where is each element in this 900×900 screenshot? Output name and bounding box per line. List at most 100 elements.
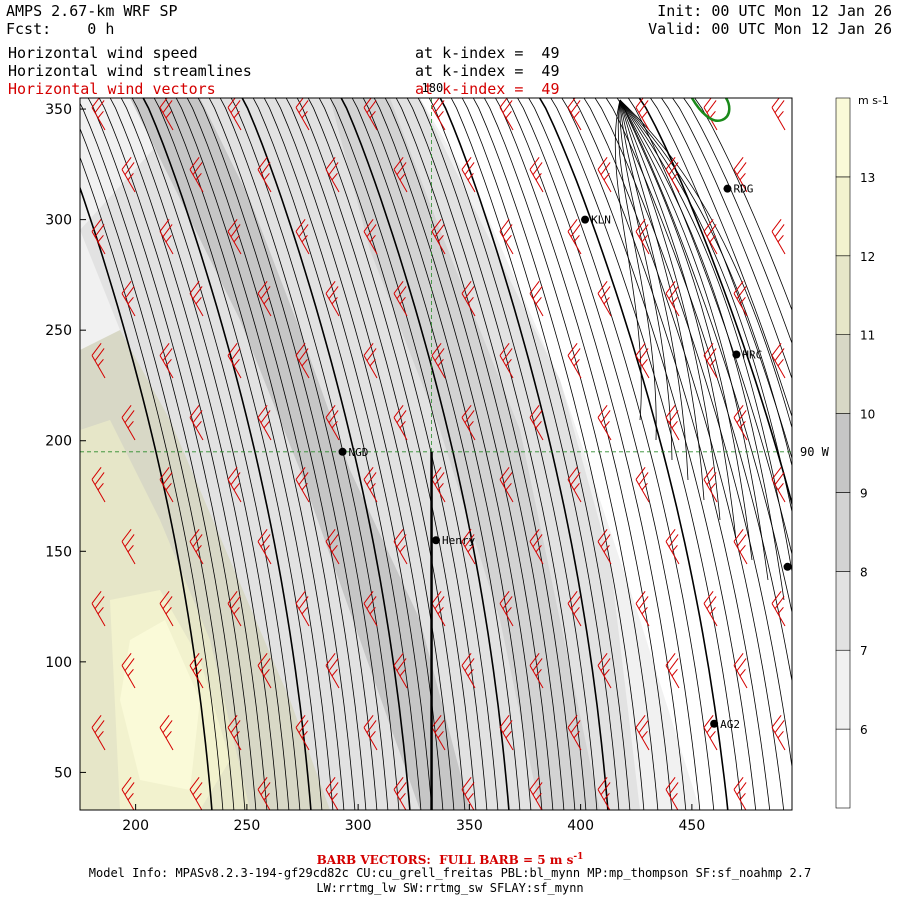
barb-flag (638, 224, 649, 237)
wind-barb (295, 714, 310, 751)
barb-flag (431, 218, 442, 232)
barb-flag (233, 606, 240, 615)
streamline (373, 98, 543, 810)
wind-barb (189, 404, 204, 441)
streamline (208, 98, 378, 810)
wind-barb (567, 98, 582, 131)
barb-flag (295, 98, 306, 108)
barb-flag (668, 162, 679, 175)
colorbar-box (835, 728, 851, 809)
wind-barb (771, 98, 786, 131)
barb-flag (671, 668, 678, 677)
barb-flag (263, 792, 270, 801)
barb-flag (464, 782, 475, 795)
station-label: RDG (733, 183, 753, 196)
barb-flag (393, 528, 404, 542)
barb-flag (532, 658, 543, 671)
wind-barb (393, 156, 408, 193)
streamline (614, 99, 642, 421)
barb-flag (301, 730, 308, 739)
barb-flag (195, 544, 202, 553)
colorbar-box (835, 571, 851, 651)
streamline (362, 98, 532, 810)
barb-staff (567, 355, 582, 379)
barb-flag (736, 286, 747, 299)
barb-flag (325, 652, 336, 666)
barb-flag (328, 286, 339, 299)
barb-flag (671, 544, 678, 553)
wind-barb (567, 342, 582, 379)
barb-flag (159, 218, 170, 232)
barb-staff (733, 417, 748, 441)
barb-staff (325, 293, 340, 317)
streamline (619, 99, 785, 601)
barb-staff (121, 293, 136, 317)
field-level-streamlines: at k-index = 49 (415, 62, 560, 80)
barb-flag (597, 404, 608, 418)
barb-flag (499, 98, 510, 108)
wind-barb (733, 528, 748, 565)
wind-barb (393, 528, 408, 565)
barb-flag (635, 466, 646, 480)
streamline (186, 98, 356, 810)
barb-flag (233, 482, 240, 491)
barb-staff (189, 665, 204, 689)
barb-staff (733, 293, 748, 317)
barb-flag (635, 714, 646, 728)
barb-flag (94, 596, 105, 609)
barb-flag (230, 100, 241, 113)
barb-flag (121, 528, 132, 542)
barb-flag (461, 280, 472, 294)
barb-flag (603, 668, 610, 677)
barb-flag (127, 172, 134, 181)
wind-barb (189, 776, 204, 810)
barb-flag (505, 730, 512, 739)
streamline (428, 98, 598, 810)
barb-flag (369, 482, 376, 491)
wind-barb (257, 528, 272, 565)
barb-flag (529, 156, 540, 170)
barb-staff (257, 789, 272, 810)
wind-barb (597, 776, 612, 810)
barb-flag (600, 162, 611, 175)
barb-staff (325, 169, 340, 193)
streamline (80, 185, 213, 810)
wind-barbs (91, 98, 786, 810)
barb-flag (393, 776, 404, 790)
barb-flag (502, 596, 513, 609)
barb-staff (325, 541, 340, 565)
wind-barb (121, 776, 136, 810)
station-marker (732, 350, 741, 359)
barb-flag (230, 348, 241, 361)
barb-flag (121, 404, 132, 418)
barb-staff (227, 355, 242, 379)
colorbar-unit: m s-1 (858, 94, 889, 107)
barb-flag (573, 482, 580, 491)
barb-flag (774, 596, 785, 609)
axes: 180 90 W 200 250 300 350 400 450 50 100 150 200 250 3… (45, 81, 829, 834)
barb-flag (739, 172, 746, 181)
barb-flag (777, 482, 784, 491)
wind-barb (257, 280, 272, 317)
streamline (517, 98, 701, 810)
barb-flag (369, 606, 376, 615)
barb-flag (573, 606, 580, 615)
wind-barb (529, 156, 544, 193)
barb-flag (159, 342, 170, 356)
wind-barb (703, 590, 718, 627)
streamline (649, 98, 792, 460)
speed-band-0 (420, 98, 792, 810)
barb-flag (165, 606, 172, 615)
barb-flag (434, 100, 445, 113)
barb-flag (703, 466, 714, 480)
wind-barb (665, 280, 680, 317)
streamline (619, 99, 769, 581)
barb-flag (295, 218, 306, 232)
barb-flag (771, 98, 782, 108)
barb-flag (399, 792, 406, 801)
wind-barb (665, 652, 680, 689)
barb-flag (298, 348, 309, 361)
wind-barb (461, 776, 476, 810)
barb-flag (331, 172, 338, 181)
barb-staff (703, 479, 718, 503)
